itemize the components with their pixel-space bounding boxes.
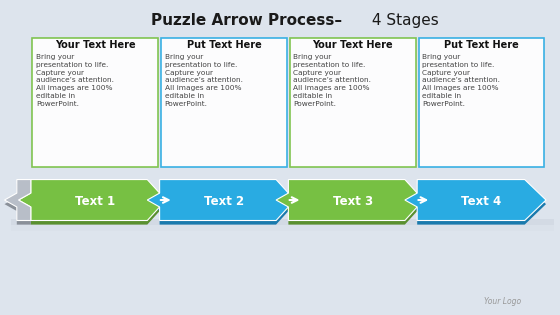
Text: Bring your
presentation to life.
Capture your
audience’s attention.
All images a: Bring your presentation to life. Capture… xyxy=(36,54,114,107)
Polygon shape xyxy=(4,180,31,220)
Polygon shape xyxy=(147,180,301,220)
Text: Your Text Here: Your Text Here xyxy=(312,40,393,50)
Polygon shape xyxy=(405,180,546,220)
Text: Your Logo: Your Logo xyxy=(484,296,521,306)
Bar xyxy=(161,38,287,167)
Bar xyxy=(290,38,416,167)
Text: Put Text Here: Put Text Here xyxy=(186,40,262,50)
Text: Puzzle Arrow Process–: Puzzle Arrow Process– xyxy=(151,13,342,28)
Polygon shape xyxy=(405,184,546,225)
Polygon shape xyxy=(276,180,430,220)
Polygon shape xyxy=(147,184,301,225)
Text: Text 4: Text 4 xyxy=(461,195,502,208)
Text: Text 2: Text 2 xyxy=(204,195,244,208)
Polygon shape xyxy=(4,184,31,225)
Bar xyxy=(11,225,554,231)
Polygon shape xyxy=(18,184,172,225)
Text: Put Text Here: Put Text Here xyxy=(444,40,519,50)
Text: Bring your
presentation to life.
Capture your
audience’s attention.
All images a: Bring your presentation to life. Capture… xyxy=(293,54,371,107)
Polygon shape xyxy=(18,180,172,220)
Text: Text 1: Text 1 xyxy=(75,195,115,208)
Bar xyxy=(11,231,554,237)
Bar xyxy=(11,220,554,225)
Bar xyxy=(32,38,158,167)
Text: 4 Stages: 4 Stages xyxy=(367,13,438,28)
Text: Bring your
presentation to life.
Capture your
audience’s attention.
All images a: Bring your presentation to life. Capture… xyxy=(165,54,242,107)
Text: Text 3: Text 3 xyxy=(333,195,373,208)
Text: Your Text Here: Your Text Here xyxy=(55,40,136,50)
Polygon shape xyxy=(276,184,430,225)
Text: Bring your
presentation to life.
Capture your
audience’s attention.
All images a: Bring your presentation to life. Capture… xyxy=(422,54,500,107)
Bar xyxy=(419,38,544,167)
